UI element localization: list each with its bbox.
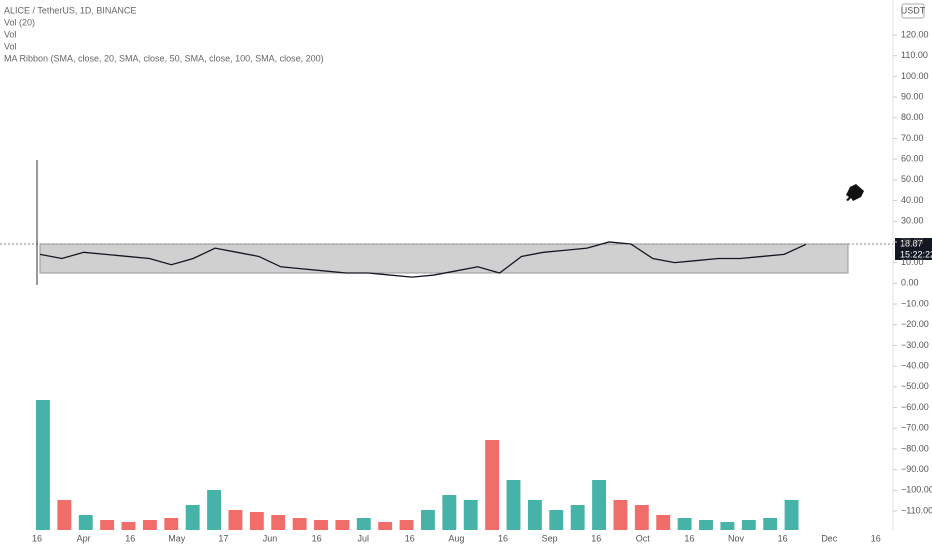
x-tick-label: 16 <box>405 533 415 543</box>
volume-bar <box>677 518 692 530</box>
volume-bar <box>570 505 585 530</box>
price-tag-price: 18.87 <box>900 238 923 248</box>
indicator-legend[interactable]: Vol <box>4 29 17 39</box>
volume-bar <box>142 520 157 530</box>
volume-bar <box>57 500 72 530</box>
x-tick-label: May <box>168 533 186 543</box>
volume-bar <box>613 500 628 530</box>
y-tick-label: 90.00 <box>901 91 924 101</box>
x-tick-label: Jun <box>263 533 278 543</box>
y-tick-label: 120.00 <box>901 29 929 39</box>
volume-bar <box>271 515 286 530</box>
volume-bar <box>121 522 136 530</box>
symbol-legend[interactable]: ALICE / TetherUS, 1D, BINANCE <box>4 5 136 15</box>
y-tick-label: 100.00 <box>901 71 929 81</box>
rocket-icon[interactable] <box>846 184 864 201</box>
y-tick-label: −70.00 <box>901 423 929 433</box>
x-tick-label: Sep <box>542 533 558 543</box>
volume-bar <box>335 520 350 530</box>
volume-bar <box>506 480 521 530</box>
volume-bar <box>442 495 457 530</box>
price-tag-countdown: 15:22:22 <box>900 249 932 259</box>
volume-bar <box>784 500 799 530</box>
volume-bar <box>185 505 200 530</box>
y-tick-label: −100.00 <box>901 485 932 495</box>
volume-bar <box>36 400 50 530</box>
volume-bar <box>314 520 328 530</box>
volume-bar <box>720 522 735 530</box>
y-tick-label: 70.00 <box>901 133 924 143</box>
y-tick-label: −50.00 <box>901 381 929 391</box>
y-tick-label: −40.00 <box>901 361 929 371</box>
y-tick-label: 30.00 <box>901 216 924 226</box>
x-tick-label: Aug <box>448 533 464 543</box>
x-tick-label: 16 <box>498 533 508 543</box>
volume-bar <box>378 522 393 530</box>
y-tick-label: 50.00 <box>901 174 924 184</box>
y-tick-label: 60.00 <box>901 154 924 164</box>
volume-bar <box>207 490 222 530</box>
currency[interactable]: USDT <box>901 5 926 15</box>
volume-bar <box>292 518 307 530</box>
y-tick-label: 40.00 <box>901 195 924 205</box>
price-tag <box>895 238 932 260</box>
y-tick-label: −30.00 <box>901 340 929 350</box>
volume-bar <box>527 500 542 530</box>
indicator-legend[interactable]: Vol <box>4 41 17 51</box>
y-tick-label: 0.00 <box>901 278 919 288</box>
y-tick-label: −110.00 <box>901 505 932 515</box>
x-tick-label: Nov <box>728 533 745 543</box>
x-tick-label: 16 <box>871 533 881 543</box>
x-tick-label: Oct <box>636 533 651 543</box>
volume-bar <box>78 515 93 530</box>
x-tick-label: Jul <box>357 533 369 543</box>
volume-bar <box>549 510 564 530</box>
x-tick-label: 16 <box>312 533 322 543</box>
y-tick-label: −20.00 <box>901 319 929 329</box>
volume-bar <box>249 512 264 530</box>
price-line-series <box>39 241 807 278</box>
x-tick-label: Apr <box>77 533 91 543</box>
y-tick-label: −90.00 <box>901 464 929 474</box>
y-tick-label: −10.00 <box>901 298 929 308</box>
x-tick-label: 16 <box>591 533 601 543</box>
volume-bar <box>634 505 649 530</box>
volume-bar <box>699 520 713 530</box>
volume-bar <box>463 500 478 530</box>
volume-bar <box>421 510 435 530</box>
volume-bar <box>763 518 778 530</box>
indicator-legend[interactable]: MA Ribbon (SMA, close, 20, SMA, close, 5… <box>4 53 324 63</box>
indicator-legend[interactable]: Vol (20) <box>4 17 35 27</box>
volume-bar <box>485 440 500 530</box>
volume-bar <box>399 520 414 530</box>
y-tick-label: 20.00 <box>901 236 924 246</box>
y-tick-label: 110.00 <box>901 50 928 60</box>
volume-bar <box>100 520 115 530</box>
x-tick-label: 16 <box>32 533 42 543</box>
y-tick-label: −80.00 <box>901 443 929 453</box>
volume-bar <box>741 520 756 530</box>
x-tick-label: 16 <box>684 533 694 543</box>
volume-bar <box>356 518 371 530</box>
currency-box[interactable] <box>901 3 925 19</box>
x-tick-label: 16 <box>778 533 788 543</box>
volume-bar <box>164 518 179 530</box>
x-tick-label: Dec <box>821 533 838 543</box>
y-tick-label: 80.00 <box>901 112 924 122</box>
x-tick-label: 16 <box>125 533 135 543</box>
volume-bar <box>656 515 671 530</box>
volume-bar <box>592 480 607 530</box>
y-tick-label: 10.00 <box>901 257 924 267</box>
volume-bar <box>228 510 243 530</box>
y-tick-label: −60.00 <box>901 402 929 412</box>
x-tick-label: 17 <box>218 533 228 543</box>
